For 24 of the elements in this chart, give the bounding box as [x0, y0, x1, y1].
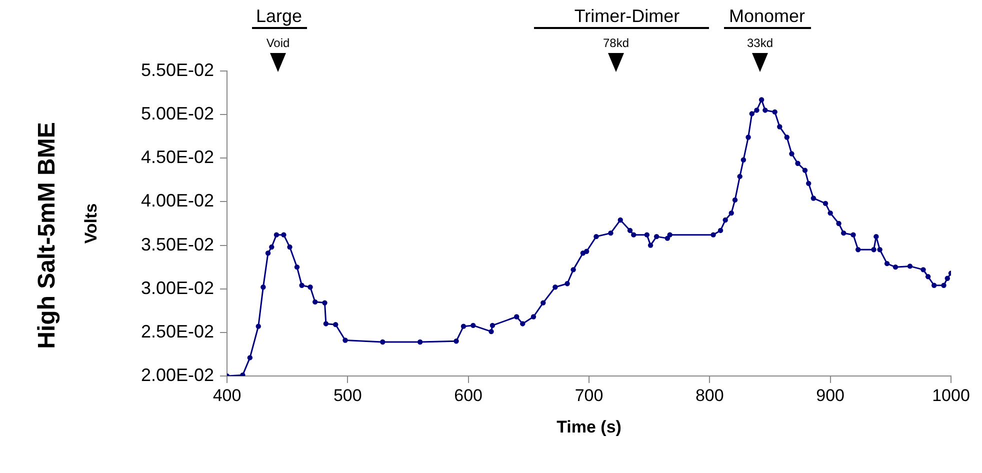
y-tick-label: 2.50E-02: [140, 321, 214, 342]
x-tick-label: 800: [695, 386, 724, 405]
text: Large: [256, 6, 302, 26]
text: High Salt-5mM BME: [34, 122, 61, 349]
x-tick-label: 900: [816, 386, 845, 405]
text: Void: [266, 36, 290, 50]
x-axis-title: Time (s): [556, 418, 622, 437]
y-tick-label: 2.00E-02: [140, 364, 214, 385]
text: Trimer-Dimer: [574, 6, 680, 26]
y-axis-title: Volts: [82, 203, 101, 244]
y-tick-label: 4.00E-02: [140, 190, 214, 211]
x-tick-label: 700: [574, 386, 604, 405]
text: 33kd: [746, 36, 774, 50]
y-tick-label: 4.50E-02: [140, 147, 214, 168]
x-tick-label: 1000: [932, 386, 970, 405]
y-tick-label: 5.50E-02: [140, 60, 214, 80]
y-tick-label: 5.00E-02: [140, 104, 214, 124]
x-tick-label: 400: [212, 386, 242, 405]
x-tick-label: 500: [333, 386, 362, 405]
y-tick-label: 3.50E-02: [140, 234, 214, 254]
y-tick-label: 3.00E-02: [140, 278, 214, 298]
text: 78kd: [602, 36, 630, 50]
text: Monomer: [728, 6, 806, 26]
x-tick-label: 600: [454, 386, 483, 405]
